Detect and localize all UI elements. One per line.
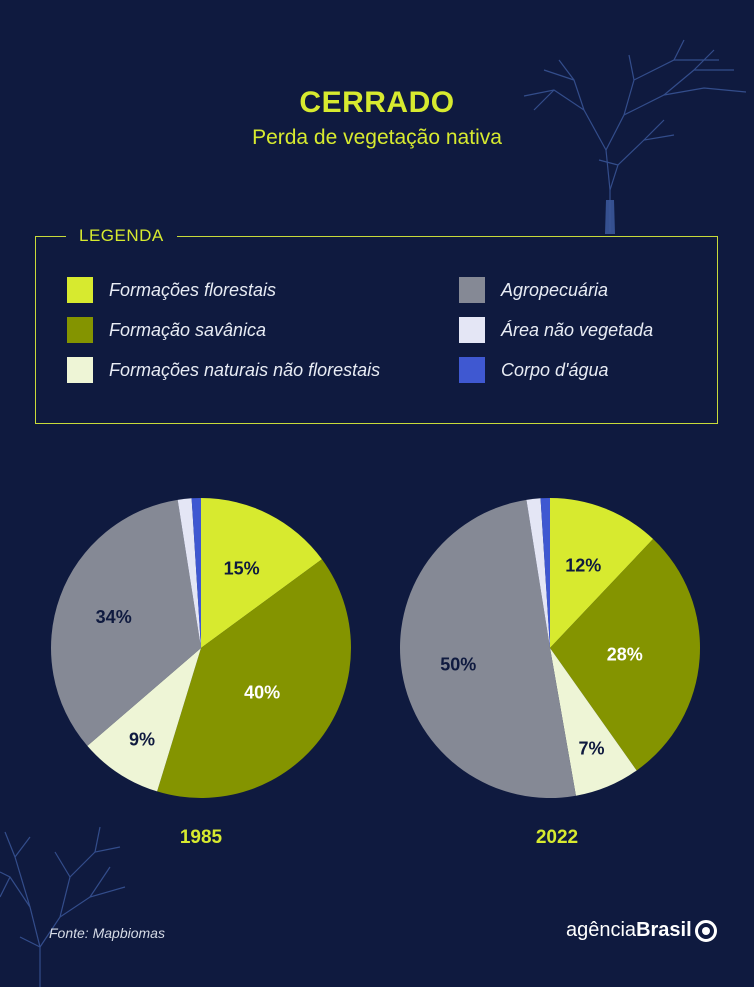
legend-item-formacao-savanica: Formação savânica <box>67 317 266 343</box>
pie-label-1985-1: 40% <box>244 682 280 702</box>
agencia-brasil-logo: agência Brasil <box>566 919 717 942</box>
legend-item-corpo-dagua: Corpo d'água <box>459 357 609 383</box>
pie-slice-1985-1 <box>157 559 351 798</box>
pie-slice-2022-0 <box>550 498 654 648</box>
legend-label: Agropecuária <box>501 279 609 300</box>
pie-slice-2022-2 <box>550 648 637 796</box>
pie-slice-1985-4 <box>177 498 201 648</box>
brand-mark-icon <box>694 919 717 942</box>
legend-label: Formações florestais <box>109 279 277 300</box>
legend-swatch <box>67 357 93 383</box>
page-subtitle: Perda de vegetação nativa <box>252 126 502 149</box>
pie-slice-2022-4 <box>526 498 550 648</box>
legend-swatch <box>459 277 485 303</box>
legend-item-area-nao-vegetada: Área não vegetada <box>459 317 653 343</box>
pie-label-2022-1: 28% <box>607 644 643 664</box>
pie-slice-2022-5 <box>540 498 550 648</box>
legend-label: Área não vegetada <box>501 319 654 340</box>
pie-label-1985-2: 9% <box>129 729 155 749</box>
legend-item-formacoes-naturais-nao-florestais: Formações naturais não florestais <box>67 357 380 383</box>
pie-label-2022-2: 7% <box>579 739 605 759</box>
pie-label-1985-0: 15% <box>224 559 260 579</box>
page-title: CERRADO <box>299 86 455 119</box>
tree-illustration-top <box>523 39 747 234</box>
legend-label: Corpo d'água <box>501 359 609 380</box>
pie-slice-1985-5 <box>191 498 201 648</box>
pie-slice-2022-1 <box>550 539 700 771</box>
legend-box <box>35 236 718 424</box>
pie-slice-1985-3 <box>50 499 201 746</box>
tree-illustration-bottom <box>0 826 126 987</box>
year-label-2022: 2022 <box>535 827 579 848</box>
legend-item-formacoes-florestais: Formações florestais <box>67 277 276 303</box>
brand-bold: Brasil <box>636 919 692 941</box>
legend-label: Formações naturais não florestais <box>109 359 381 380</box>
legend-swatch <box>67 277 93 303</box>
legend-swatch <box>459 317 485 343</box>
pie-label-2022-0: 12% <box>565 555 601 575</box>
brand-light: agência <box>566 919 637 941</box>
pie-slice-1985-2 <box>87 648 201 792</box>
year-label-1985: 1985 <box>179 827 223 848</box>
legend-title: LEGENDA <box>66 226 177 246</box>
pie-label-2022-3: 50% <box>440 654 476 674</box>
pie-slice-2022-3 <box>399 499 576 799</box>
pie-slice-1985-0 <box>201 498 322 648</box>
legend-swatch <box>67 317 93 343</box>
legend-item-agropecuaria: Agropecuária <box>459 277 608 303</box>
legend-swatch <box>459 357 485 383</box>
pie-label-1985-3: 34% <box>96 607 132 627</box>
source-note: Fonte: Mapbiomas <box>49 925 165 941</box>
legend-label: Formação savânica <box>109 319 267 340</box>
